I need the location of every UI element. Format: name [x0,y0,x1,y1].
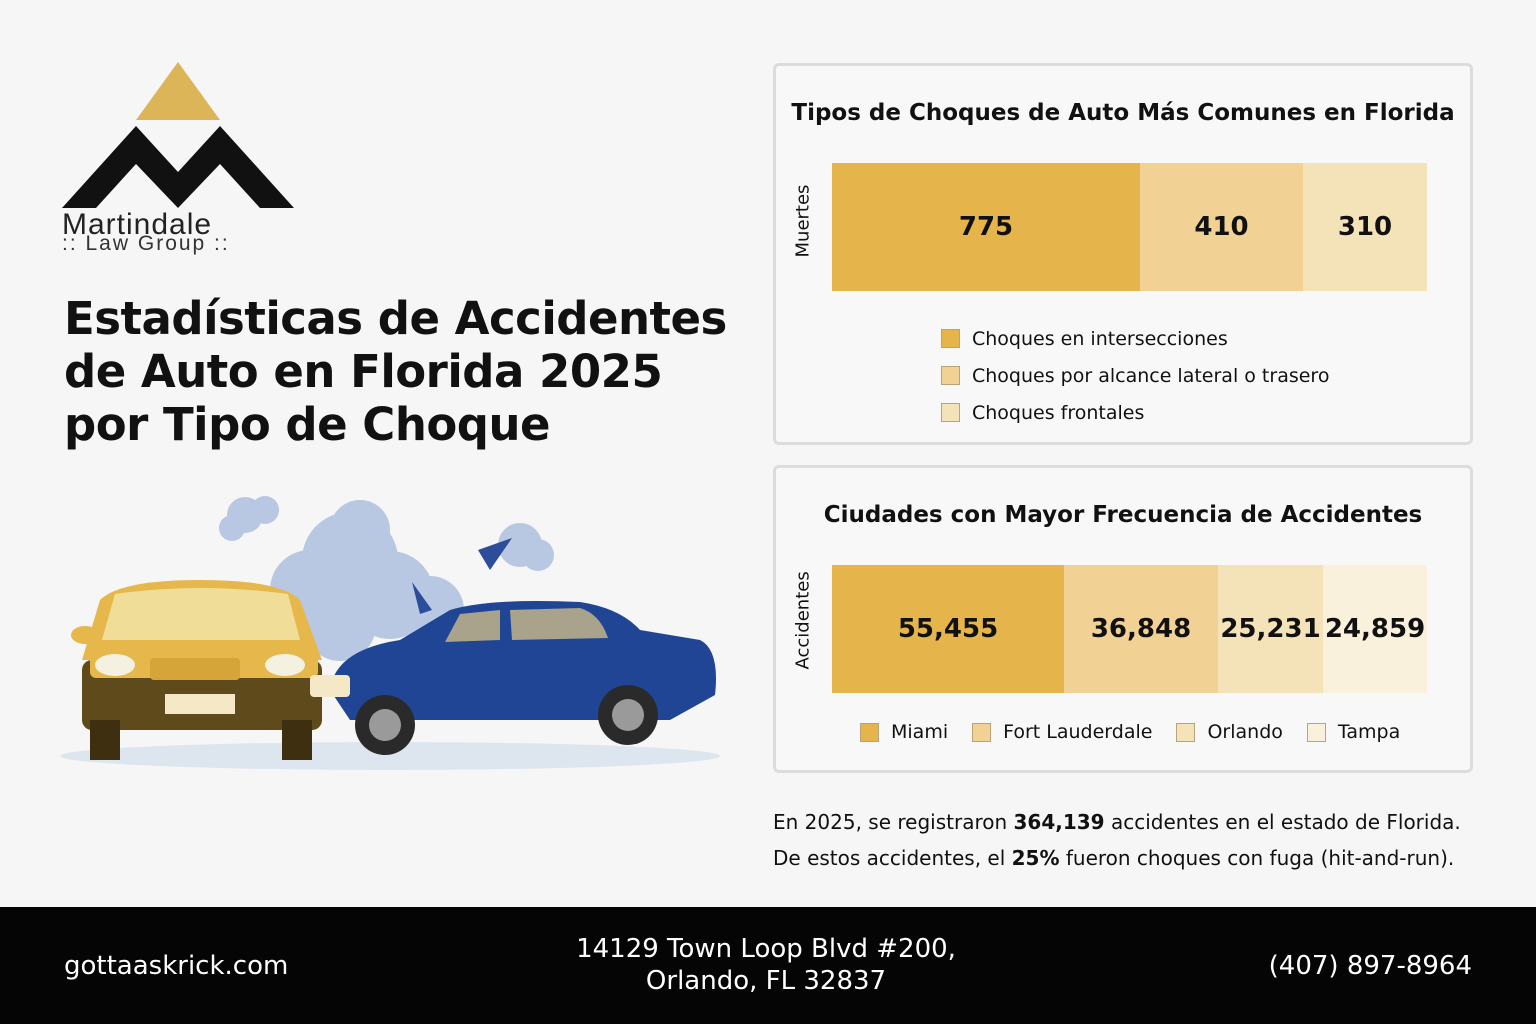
martindale-logo [62,62,294,208]
footer-website-link[interactable]: gottaaskrick.com [64,951,289,981]
cities-legend-item: Fort Lauderdale [972,721,1152,743]
crash-types-data-label: 310 [1337,212,1393,242]
car-crash-illustration [60,496,720,770]
cities-data-label: 55,455 [897,614,999,644]
logo-subtitle: :: Law Group :: [62,232,230,255]
cities-legend-swatch [1306,722,1326,742]
logo-gold-triangle [136,62,220,120]
address-line-2: Orlando, FL 32837 [645,966,887,996]
cities-ylabel: Accidentes [792,571,814,670]
crash-types-title: Tipos de Choques de Auto Más Comunes en … [791,100,1455,126]
cities-bar-segment-4: 24,859 [1323,565,1427,693]
crash-types-legend-item: Choques en intersecciones [941,320,1329,357]
cities-legend-label: Miami [891,721,949,743]
crash-types-data-label: 410 [1194,212,1249,242]
crash-types-legend-swatch [941,366,960,385]
cities-title: Ciudades con Mayor Frecuencia de Acciden… [823,502,1423,528]
cities-card: Ciudades con Mayor Frecuencia de Acciden… [773,465,1473,773]
cities-legend-swatch [860,722,879,742]
footer-address: 14129 Town Loop Blvd #200, Orlando, FL 3… [566,933,966,997]
crash-types-ylabel: Muertes [792,184,814,258]
crash-types-legend-label: Choques frontales [972,401,1145,424]
blue-car [310,601,716,755]
cities-legend-swatch [1176,722,1196,742]
page-title: Estadísticas de Accidentes de Auto en Fl… [64,292,727,451]
cities-legend-label: Fort Lauderdale [1003,721,1153,743]
cities-legend-label: Tampa [1337,721,1401,743]
crash-types-legend-label: Choques en intersecciones [972,327,1228,350]
summary-line-1: En 2025, se registraron 364,139 accident… [773,810,1461,834]
crash-types-legend-item: Choques frontales [941,394,1329,431]
footer-phone-link[interactable]: (407) 897-8964 [1268,951,1472,981]
spark-icons [412,538,512,614]
crash-types-bar-segment-3: 310 [1303,163,1427,291]
crash-types-legend-item: Choques por alcance lateral o trasero [941,357,1329,394]
cities-legend-swatch [972,722,992,742]
crash-types-bar-segment-2: 410 [1140,163,1303,291]
crash-types-card: Tipos de Choques de Auto Más Comunes en … [773,63,1473,445]
total-accidents: 364,139 [1013,810,1105,834]
crash-types-legend: Choques en intersecciones Choques por alc… [941,320,1329,431]
cities-legend-item: Orlando [1176,721,1283,743]
cities-legend-item: Miami [860,721,948,743]
footer: gottaaskrick.com 14129 Town Loop Blvd #2… [0,907,1536,1024]
cities-data-label: 25,231 [1220,614,1321,644]
smoke-cloud [219,496,554,661]
cities-legend: Miami Fort Lauderdale Orlando Tampa [860,721,1424,743]
crash-types-legend-swatch [941,403,960,422]
crash-types-legend-swatch [941,329,960,348]
logo-name: Martindale [62,208,213,241]
crash-types-legend-label: Choques por alcance lateral o trasero [972,364,1330,387]
cities-data-label: 24,859 [1324,614,1426,644]
summary-line-2: De estos accidentes, el 25% fueron choqu… [773,846,1455,870]
cities-data-label: 36,848 [1090,614,1192,644]
logo-black-m [62,126,294,208]
cities-bar-segment-1: 55,455 [832,565,1064,693]
yellow-car [71,580,322,760]
cities-bar-segment-2: 36,848 [1064,565,1218,693]
crash-types-data-label: 775 [958,212,1014,242]
ground-shadow [60,742,720,770]
summary-text: En 2025, se registraron 364,139 accident… [773,804,1493,876]
cities-bar: 55,455 36,848 25,231 24,859 [832,565,1427,693]
crash-types-bar: 775 410 310 [832,163,1427,291]
address-line-1: 14129 Town Loop Blvd #200, [576,934,956,964]
cities-legend-item: Tampa [1306,721,1401,743]
hit-and-run-percent: 25% [1011,846,1060,870]
cities-legend-label: Orlando [1207,721,1283,743]
crash-types-bar-segment-1: 775 [832,163,1140,291]
cities-bar-segment-3: 25,231 [1218,565,1323,693]
